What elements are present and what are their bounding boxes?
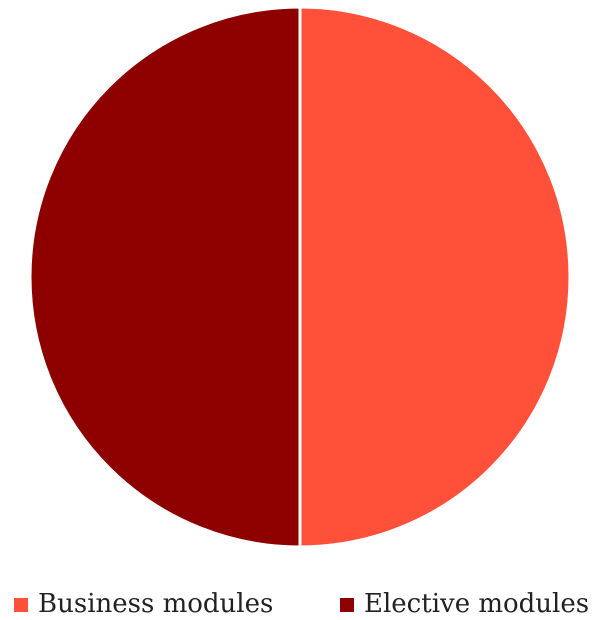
pie-slice (298, 5, 572, 549)
legend-swatch (14, 598, 28, 612)
legend-swatch (340, 598, 354, 612)
legend-label: Business modules (38, 589, 273, 619)
legend-label: Elective modules (364, 589, 589, 619)
pie-slice (28, 5, 302, 549)
